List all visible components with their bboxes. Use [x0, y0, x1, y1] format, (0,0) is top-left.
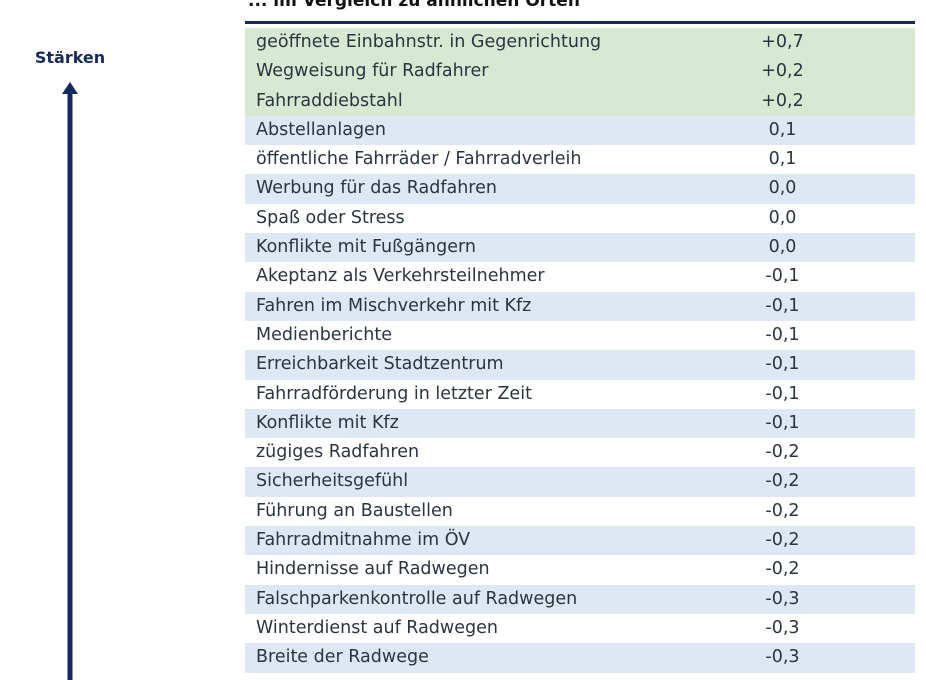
row-label: Medienberichte: [256, 324, 392, 345]
table-row: Führung an Baustellen -0,2: [245, 496, 915, 527]
row-value: -0,1: [765, 383, 800, 404]
row-value: -0,3: [765, 647, 800, 668]
row-label: Fahrradmitnahme im ÖV: [256, 530, 471, 551]
table-row: Fahren im Mischverkehr mit Kfz -0,1: [245, 291, 915, 321]
row-label: zügiges Radfahren: [256, 442, 420, 463]
table-row: Abstellanlagen 0,1: [245, 115, 915, 146]
row-label: Abstellanlagen: [256, 119, 386, 140]
arrow: [62, 82, 78, 680]
row-value: -0,2: [765, 530, 800, 551]
row-value: -0,1: [765, 354, 800, 375]
table-row: Breite der Radwege -0,3: [245, 643, 915, 673]
table-row: Fahrradförderung in letzter Zeit -0,1: [245, 379, 915, 409]
row-label: Fahrradförderung in letzter Zeit: [256, 383, 532, 404]
row-value: -0,1: [765, 295, 800, 316]
row-label: Fahren im Mischverkehr mit Kfz: [256, 295, 532, 316]
row-label: Breite der Radwege: [256, 647, 429, 668]
table-row: Medienberichte -0,1: [245, 320, 915, 351]
row-value: 0,0: [768, 237, 797, 258]
row-value: -0,1: [765, 266, 800, 287]
table-row: öffentliche Fahrräder / Fahrradverleih 0,…: [245, 145, 915, 175]
row-label: Akeptanz als Verkehrsteilnehmer: [256, 266, 545, 287]
row-label: Falschparkenkontrolle auf Radwegen: [256, 588, 578, 609]
title: ... im Vergleich zu ähnlichen Orten: [248, 0, 580, 11]
row-label: öffentliche Fahrräder / Fahrradverleih: [256, 149, 582, 170]
table-row: Erreichbarkeit Stadtzentrum -0,1: [245, 350, 915, 380]
table-row: Falschparkenkontrolle auf Radwegen -0,3: [245, 584, 915, 614]
table-row: Sicherheitsgefühl -0,2: [245, 467, 915, 497]
table-row: Fahrradmitnahme im ÖV -0,2: [245, 526, 915, 556]
table-row: Wegweisung für Radfahrer +0,2: [245, 57, 915, 87]
row-label: Sicherheitsgefühl: [256, 471, 409, 492]
table-row: Werbung für das Radfahren 0,0: [245, 174, 915, 204]
row-label: Werbung für das Radfahren: [256, 178, 497, 199]
row-value: +0,2: [761, 90, 804, 111]
side-label: Stärken: [34, 48, 106, 67]
row-value: -0,1: [765, 324, 800, 345]
row-value: +0,7: [761, 32, 804, 52]
row-value: -0,3: [765, 588, 800, 609]
row-value: +0,2: [761, 61, 804, 82]
row-label: Erreichbarkeit Stadtzentrum: [256, 354, 504, 375]
table-row: geöffnete Einbahnstr. in Gegenrichtung +0…: [245, 28, 915, 58]
row-value: 0,0: [768, 207, 797, 228]
row-value: -0,2: [765, 500, 800, 521]
table-row: Akeptanz als Verkehrsteilnehmer -0,1: [245, 262, 915, 292]
header-rule: [245, 21, 915, 24]
row-value: -0,3: [765, 617, 800, 638]
row-label: Winterdienst auf Radwegen: [256, 617, 498, 638]
row-label: Konflikte mit Fußgängern: [256, 237, 476, 258]
row-value: 0,0: [768, 178, 797, 199]
row-label: geöffnete Einbahnstr. in Gegenrichtung: [256, 32, 602, 52]
row-label: Hindernisse auf Radwegen: [256, 559, 490, 580]
table-row: Konflikte mit Kfz -0,1: [245, 408, 915, 439]
row-value: -0,2: [765, 559, 800, 580]
table-row: Fahrraddiebstahl +0,2: [245, 86, 915, 116]
row-label: Spaß oder Stress: [256, 207, 405, 228]
table: geöffnete Einbahnstr. in Gegenrichtung +0…: [245, 28, 915, 673]
row-label: Führung an Baustellen: [256, 500, 453, 521]
row-value: 0,1: [768, 119, 797, 140]
table-row: Winterdienst auf Radwegen -0,3: [245, 613, 915, 644]
row-value: 0,1: [768, 149, 797, 170]
row-label: Konflikte mit Kfz: [256, 412, 399, 433]
row-label: Wegweisung für Radfahrer: [256, 61, 489, 82]
row-value: -0,2: [765, 471, 800, 492]
table-row: Konflikte mit Fußgängern 0,0: [245, 233, 915, 263]
row-value: -0,1: [765, 412, 800, 433]
row-label: Fahrraddiebstahl: [256, 90, 403, 111]
table-row: zügiges Radfahren -0,2: [245, 438, 915, 468]
table-row: Spaß oder Stress 0,0: [245, 203, 915, 234]
table-row: Hindernisse auf Radwegen -0,2: [245, 555, 915, 585]
row-value: -0,2: [765, 442, 800, 463]
